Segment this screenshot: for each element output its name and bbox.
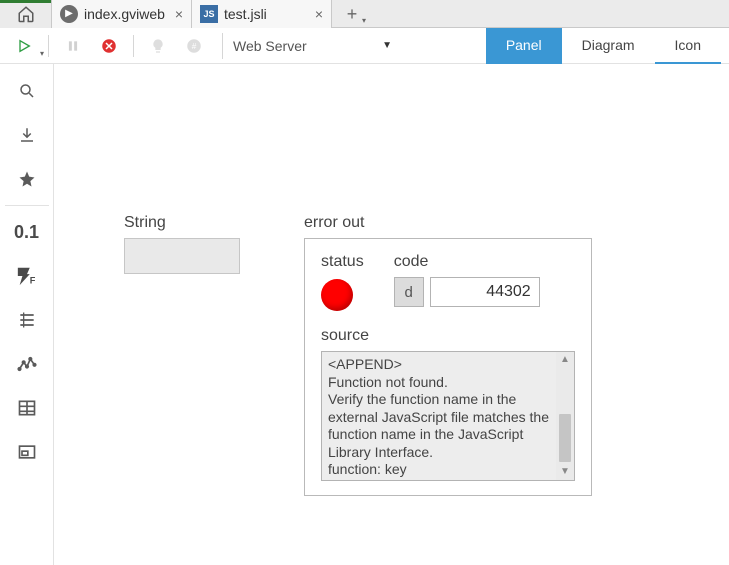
scrollbar[interactable]: ▲ ▼: [556, 352, 574, 480]
highlight-button[interactable]: [142, 32, 174, 60]
table-icon: [17, 398, 37, 418]
container-palette-button[interactable]: [6, 431, 48, 473]
gviweb-file-icon: ▶: [60, 5, 78, 23]
file-tab-index[interactable]: ▶ index.gviweb ×: [52, 0, 192, 28]
boolean-palette-button[interactable]: F: [6, 255, 48, 297]
svg-text:#: #: [192, 42, 197, 51]
bulb-icon: [150, 38, 166, 54]
scroll-thumb[interactable]: [559, 414, 571, 462]
target-select[interactable]: Web Server ▼: [222, 33, 402, 59]
download-icon: [18, 126, 36, 144]
error-cluster: status code d 44302 source <APPEND> F: [304, 238, 592, 496]
svg-text:F: F: [29, 275, 35, 285]
graph-palette-button[interactable]: [6, 343, 48, 385]
source-label: source: [321, 327, 575, 345]
tf-icon: F: [16, 265, 38, 287]
chevron-down-icon: ▾: [40, 49, 44, 58]
controls-palette: 0.1 F: [0, 64, 54, 565]
abort-icon: [100, 37, 118, 55]
line-chart-icon: [17, 354, 37, 374]
new-tab-button[interactable]: + ▾: [332, 0, 372, 28]
file-tab-bar: ▶ index.gviweb × JS test.jsli × + ▾: [0, 0, 729, 28]
palette-divider: [5, 205, 49, 206]
toolbar-divider: [48, 35, 49, 57]
array-palette-button[interactable]: [6, 387, 48, 429]
home-tab[interactable]: [0, 0, 52, 28]
search-palette-button[interactable]: [6, 70, 48, 112]
home-icon: [17, 5, 35, 23]
tab-diagram[interactable]: Diagram: [562, 28, 655, 64]
chevron-down-icon: ▼: [382, 40, 392, 51]
source-text: <APPEND> Function not found. Verify the …: [328, 356, 553, 477]
tab-panel[interactable]: Panel: [486, 28, 562, 64]
close-icon[interactable]: ×: [175, 6, 183, 22]
toolbar-divider: [133, 35, 134, 57]
star-icon: [18, 170, 36, 188]
front-panel-canvas[interactable]: String error out status code d 44302: [54, 64, 729, 565]
error-out-label: error out: [304, 214, 592, 232]
file-tab-label: index.gviweb: [84, 6, 165, 22]
file-tab-label: test.jsli: [224, 6, 267, 22]
string-palette-button[interactable]: [6, 299, 48, 341]
file-tab-test[interactable]: JS test.jsli ×: [192, 0, 332, 28]
status-label: status: [321, 253, 364, 271]
code-value[interactable]: 44302: [430, 277, 540, 307]
tab-icon[interactable]: Icon: [655, 28, 721, 64]
string-label: String: [124, 214, 240, 232]
hash-circle-icon: #: [185, 37, 203, 55]
pause-icon: [66, 39, 80, 53]
pause-button[interactable]: [57, 32, 89, 60]
run-icon: [16, 38, 32, 54]
text-lines-icon: [17, 310, 37, 330]
search-icon: [18, 82, 36, 100]
code-label: code: [394, 253, 540, 271]
breakpoint-button[interactable]: #: [178, 32, 210, 60]
scroll-up-icon[interactable]: ▲: [556, 352, 574, 368]
error-out-indicator: error out status code d 44302: [304, 214, 592, 496]
plus-icon: +: [347, 5, 358, 23]
scroll-down-icon[interactable]: ▼: [556, 464, 574, 480]
numeric-palette-button[interactable]: 0.1: [6, 211, 48, 253]
code-radix-button[interactable]: d: [394, 277, 424, 307]
download-palette-button[interactable]: [6, 114, 48, 156]
toolbar: ▾ # Web Server ▼ Panel Diagram Icon: [0, 28, 729, 64]
string-input[interactable]: [124, 238, 240, 274]
layout-icon: [17, 442, 37, 462]
main-area: 0.1 F String error out status: [0, 64, 729, 565]
view-tabs: Panel Diagram Icon: [486, 28, 721, 64]
close-icon[interactable]: ×: [315, 6, 323, 22]
favorites-palette-button[interactable]: [6, 158, 48, 200]
chevron-down-icon: ▾: [362, 16, 366, 25]
status-led: [321, 279, 353, 311]
abort-button[interactable]: [93, 32, 125, 60]
jsli-file-icon: JS: [200, 5, 218, 23]
target-label: Web Server: [233, 38, 307, 54]
source-textarea[interactable]: <APPEND> Function not found. Verify the …: [321, 351, 575, 481]
string-control: String: [124, 214, 240, 274]
run-button[interactable]: ▾: [8, 32, 40, 60]
